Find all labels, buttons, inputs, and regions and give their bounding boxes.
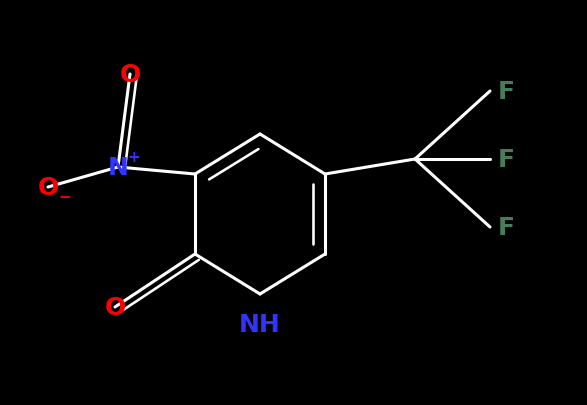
Text: F: F	[498, 80, 514, 104]
Text: F: F	[498, 148, 514, 172]
Text: −: −	[59, 190, 72, 205]
Text: NH: NH	[239, 312, 281, 336]
Text: O: O	[104, 295, 126, 319]
Text: O: O	[119, 63, 141, 87]
Text: +: +	[127, 150, 140, 165]
Text: F: F	[498, 215, 514, 239]
Text: O: O	[38, 175, 59, 200]
Text: N: N	[107, 156, 129, 179]
